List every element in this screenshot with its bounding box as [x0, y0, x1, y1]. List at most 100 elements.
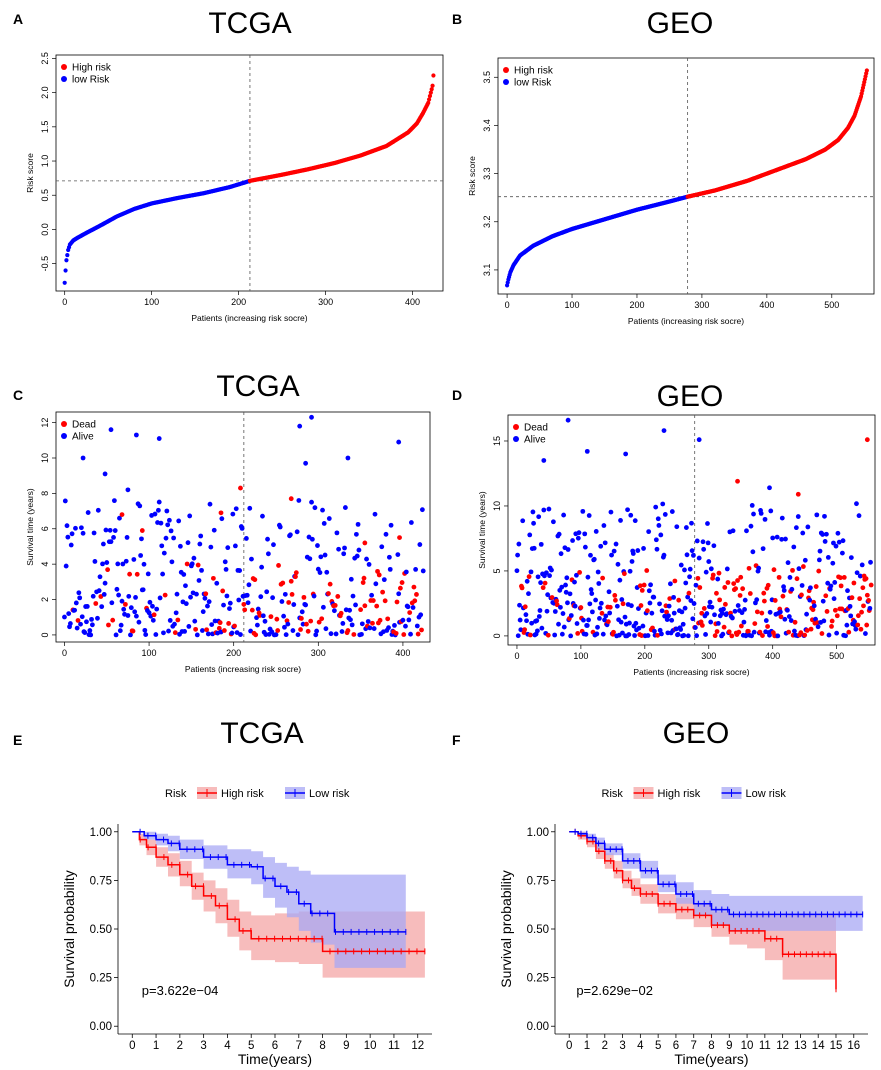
patient-point-alive — [788, 618, 794, 623]
patient-point-alive — [118, 622, 124, 628]
risk-point-high — [431, 73, 436, 78]
patient-point-alive — [671, 610, 677, 616]
patient-point-alive — [651, 594, 657, 600]
patient-point-dead — [600, 575, 606, 581]
legend-label: High risk — [221, 788, 264, 800]
patient-point-alive — [656, 523, 662, 528]
y-tick-label: 2 — [40, 597, 50, 602]
x-tick-label: 100 — [573, 651, 588, 661]
panel-e-title: TCGA — [220, 717, 303, 750]
panel-b-plot: 0 100 200 300 400 500 3.1 3.2 3.3 3.4 3.5 Patients … — [467, 57, 875, 326]
patient-point-alive — [334, 530, 340, 536]
patient-point-alive — [817, 548, 823, 554]
panel-a-plot: 0 100 200 300 400 -0.5 0.0 0.5 1.0 1.5 2.0 2.5 Patie… — [25, 52, 444, 323]
patient-point-alive — [576, 530, 582, 536]
patient-point-alive — [779, 515, 785, 521]
patient-point-alive — [282, 591, 288, 597]
x-tick-label: 10 — [741, 1040, 754, 1052]
y-tick-label: 0.00 — [90, 1021, 112, 1033]
patient-point-alive — [653, 504, 659, 510]
patient-point-alive — [799, 583, 805, 588]
patient-point-dead — [864, 622, 870, 628]
panel-f-title: GEO — [663, 717, 730, 750]
patient-point-alive — [570, 538, 575, 543]
patient-point-alive — [138, 553, 144, 558]
patient-point-alive — [355, 521, 361, 527]
legend-marker-blue — [61, 76, 67, 82]
x-tick-label: 8 — [708, 1040, 714, 1052]
y-tick-label: 10 — [492, 501, 502, 511]
x-tick-label: 0 — [62, 297, 67, 307]
patient-point-alive — [808, 585, 813, 591]
patient-point-alive — [584, 448, 590, 454]
patient-point-alive — [116, 592, 122, 598]
patient-point-alive — [836, 539, 842, 545]
patient-point-alive — [311, 593, 317, 599]
x-tick-label: 5 — [248, 1040, 254, 1052]
patient-point-alive — [588, 552, 593, 558]
x-axis-label: Patients (increasing risk socre) — [633, 667, 749, 677]
patient-point-alive — [264, 589, 270, 595]
patient-point-alive — [65, 534, 71, 540]
x-tick-label: 0 — [514, 651, 519, 661]
risk-point-high — [864, 68, 869, 73]
patient-point-alive — [613, 541, 619, 547]
x-tick-label: 0 — [129, 1040, 135, 1052]
patient-point-alive — [392, 622, 397, 628]
patient-point-alive — [645, 633, 651, 638]
patient-point-alive — [233, 506, 239, 512]
patient-point-dead — [811, 599, 817, 605]
patient-point-dead — [644, 608, 650, 614]
patient-point-dead — [747, 591, 753, 596]
patient-point-alive — [161, 550, 167, 556]
patient-point-alive — [309, 536, 315, 542]
patient-point-alive — [689, 548, 695, 554]
y-tick-label: 3.2 — [482, 215, 492, 228]
patient-point-alive — [515, 633, 521, 639]
patient-point-dead — [110, 617, 116, 623]
patient-point-alive — [705, 540, 711, 546]
patient-point-dead — [759, 610, 765, 616]
patient-point-alive — [572, 603, 578, 609]
patient-point-alive — [815, 624, 821, 630]
patient-point-alive — [565, 417, 571, 423]
patient-point-alive — [132, 609, 138, 615]
patient-point-alive — [531, 545, 537, 551]
patient-point-dead — [327, 581, 333, 587]
y-tick-label: 0.00 — [527, 1021, 549, 1033]
patient-point-dead — [676, 597, 682, 603]
patient-point-alive — [177, 543, 183, 549]
patient-point-alive — [751, 629, 757, 635]
patient-point-alive — [238, 632, 243, 637]
x-tick-label: 3 — [619, 1040, 625, 1052]
patient-point-alive — [762, 516, 768, 522]
x-axis-label: Time(years) — [238, 1051, 312, 1067]
patient-point-dead — [798, 630, 804, 636]
patient-point-dead — [362, 540, 368, 546]
patient-point-alive — [112, 528, 118, 533]
patient-point-alive — [354, 553, 360, 559]
x-tick-label: 8 — [319, 1040, 325, 1052]
patient-point-alive — [724, 566, 730, 572]
patient-point-alive — [625, 507, 630, 513]
patient-point-alive — [582, 544, 588, 550]
patient-point-alive — [659, 631, 664, 637]
patient-point-dead — [134, 571, 140, 577]
patient-point-alive — [163, 535, 169, 541]
patient-point-alive — [843, 633, 848, 639]
patient-point-alive — [671, 594, 676, 600]
patient-point-alive — [785, 560, 791, 566]
patient-point-alive — [515, 552, 520, 558]
patient-point-dead — [419, 627, 424, 633]
patient-point-alive — [863, 631, 868, 636]
patient-point-alive — [76, 590, 82, 596]
patient-point-dead — [722, 585, 728, 590]
patient-point-alive — [857, 573, 863, 579]
patient-point-alive — [696, 555, 702, 561]
patient-point-alive — [373, 581, 379, 587]
patient-point-dead — [542, 580, 548, 586]
patient-point-alive — [303, 602, 309, 608]
patient-point-alive — [150, 617, 156, 623]
patient-point-alive — [556, 621, 561, 627]
patient-point-alive — [206, 599, 212, 605]
